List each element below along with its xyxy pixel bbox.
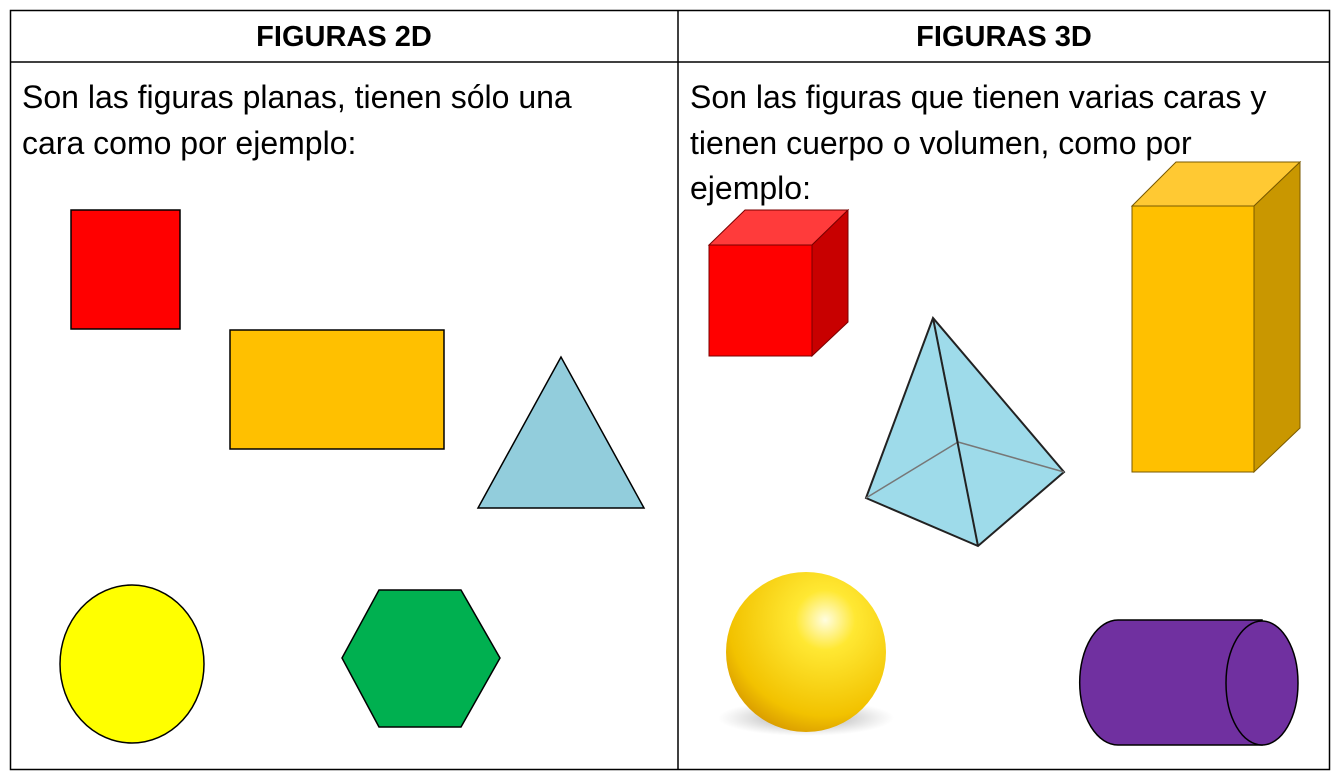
shapes-3d — [707, 160, 1302, 746]
cell-text: ejemplo: — [690, 170, 811, 206]
header: FIGURAS 2D — [256, 21, 432, 53]
cell-text: Son las figuras que tienen varias caras … — [690, 79, 1266, 115]
header: FIGURAS 3D — [916, 21, 1092, 53]
cell-text: tienen cuerpo o volumen, como por — [690, 125, 1192, 161]
cell-text: cara como por ejemplo: — [22, 125, 356, 161]
cell-text: Son las figuras planas, tienen sólo una — [22, 79, 572, 115]
table-border — [9, 9, 1331, 771]
shapes-2d — [59, 209, 646, 744]
